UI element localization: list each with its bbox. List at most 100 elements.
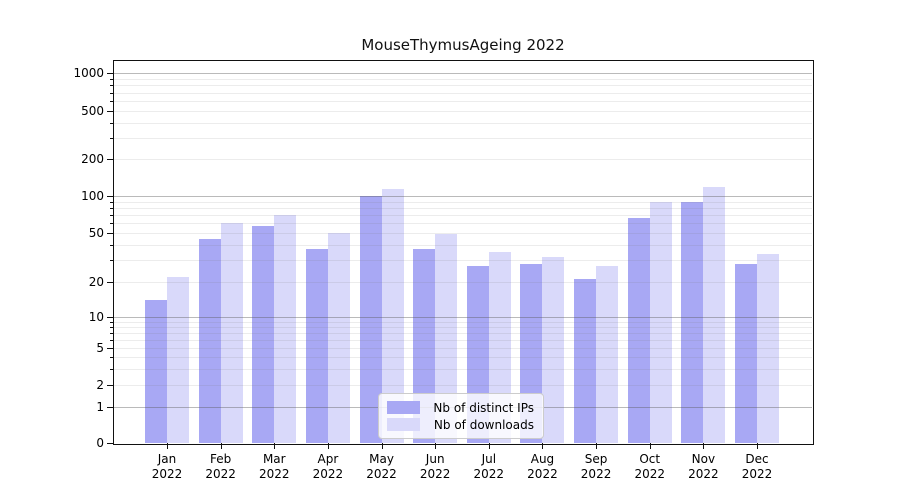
x-tick	[435, 443, 437, 449]
y-minor-tick	[110, 207, 113, 209]
legend-item-distinct-ips: Nb of distinct IPs	[387, 399, 534, 416]
y-tick-label: 20	[88, 275, 104, 289]
x-tick	[327, 443, 329, 449]
plot-border	[113, 60, 814, 445]
legend-label-distinct-ips: Nb of distinct IPs	[433, 400, 534, 415]
y-tick-label: 10	[88, 310, 104, 324]
x-tick-label: May 2022	[366, 452, 397, 481]
gridline-minor	[114, 85, 812, 87]
y-minor-tick	[110, 332, 113, 334]
bar-downloads-nov	[703, 187, 726, 443]
gridline-minor	[114, 78, 812, 80]
x-tick	[274, 443, 276, 449]
y-minor-tick	[110, 223, 113, 225]
y-tick	[107, 443, 113, 444]
y-tick	[107, 111, 113, 112]
legend-swatch-downloads	[387, 418, 420, 431]
x-tick	[757, 443, 758, 449]
gridline-minor	[114, 101, 812, 102]
bar-ips-apr	[305, 249, 328, 443]
y-minor-tick	[110, 368, 113, 370]
gridline-major	[114, 73, 812, 74]
y-tick	[107, 385, 113, 386]
x-tick	[220, 443, 222, 449]
bar-ips-nov	[681, 201, 704, 443]
gridline-minor	[114, 357, 812, 358]
x-tick-label: Jan 2022	[151, 452, 183, 481]
gridline-minor	[114, 137, 812, 139]
gridline-minor	[114, 122, 812, 124]
y-minor-tick	[110, 339, 113, 341]
x-tick-label: Aug 2022	[527, 452, 558, 481]
x-tick-label: Sep 2022	[580, 452, 612, 481]
y-tick	[107, 159, 113, 160]
y-minor-tick	[110, 215, 113, 217]
bar-ips-sep	[574, 279, 597, 443]
gridline-minor	[114, 233, 812, 234]
y-minor-tick	[110, 260, 113, 262]
gridline-minor	[114, 282, 812, 283]
gridline-minor	[114, 348, 812, 349]
bar-downloads-jan	[167, 276, 189, 443]
gridline-minor	[114, 339, 812, 341]
y-minor-tick	[110, 78, 113, 80]
bar-downloads-feb	[220, 223, 243, 443]
bar-downloads-apr	[327, 233, 350, 443]
y-minor-tick	[110, 101, 113, 102]
x-tick	[703, 443, 705, 449]
gridline-minor	[114, 368, 812, 370]
gridline-minor	[114, 223, 812, 225]
y-minor-tick	[110, 85, 113, 87]
y-tick	[107, 317, 113, 318]
y-tick-label: 5	[96, 341, 104, 355]
y-tick-label: 500	[81, 104, 104, 118]
x-tick-label: Mar 2022	[258, 452, 290, 481]
y-minor-tick	[110, 137, 113, 139]
legend-label-downloads: Nb of downloads	[433, 417, 534, 432]
bar-downloads-sep	[596, 265, 619, 443]
y-minor-tick	[110, 244, 113, 246]
gridline-minor	[114, 207, 812, 209]
bar-downloads-oct	[649, 202, 672, 443]
bar-ips-oct	[627, 218, 650, 443]
y-minor-tick	[110, 92, 113, 94]
y-tick	[107, 196, 113, 197]
y-tick-label: 1	[96, 400, 104, 414]
x-tick-label: Dec 2022	[741, 452, 773, 481]
bar-ips-jan	[145, 300, 167, 443]
x-tick	[488, 443, 490, 449]
x-tick	[649, 443, 651, 449]
x-tick	[542, 443, 544, 449]
y-tick	[107, 348, 113, 349]
gridline-major	[114, 196, 812, 197]
y-tick	[107, 233, 113, 234]
gridline-minor	[114, 332, 812, 334]
y-tick-label: 100	[81, 189, 104, 203]
y-minor-tick	[110, 326, 113, 328]
chart-title: MouseThymusAgeing 2022	[361, 36, 565, 54]
y-tick	[107, 73, 113, 74]
gridline-minor	[114, 244, 812, 246]
gridline-minor	[114, 385, 812, 386]
bar-downloads-dec	[757, 253, 779, 443]
gridline-minor	[114, 260, 812, 262]
x-tick-label: Jun 2022	[419, 452, 451, 481]
x-tick-label: Apr 2022	[312, 452, 344, 481]
y-minor-tick	[110, 357, 113, 358]
y-tick-label: 200	[81, 152, 104, 166]
legend-item-downloads: Nb of downloads	[387, 416, 534, 433]
gridline-minor	[114, 326, 812, 328]
y-tick-label: 1000	[73, 66, 104, 80]
x-tick	[167, 443, 168, 449]
gridline-minor	[114, 201, 812, 203]
bar-downloads-aug	[542, 256, 565, 443]
legend-swatch-distinct-ips	[387, 401, 420, 414]
y-tick	[107, 282, 113, 283]
x-tick-label: Feb 2022	[205, 452, 236, 481]
x-tick-label: Jul 2022	[473, 452, 505, 481]
y-minor-tick	[110, 122, 113, 124]
gridline-major	[114, 317, 812, 318]
x-tick	[596, 443, 598, 449]
y-tick-label: 0	[96, 436, 104, 450]
